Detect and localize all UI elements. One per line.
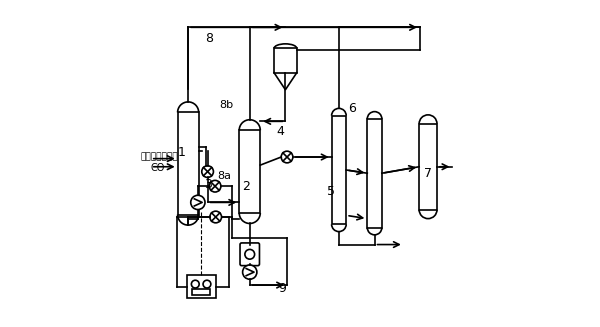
Text: 8a: 8a: [217, 171, 232, 181]
FancyBboxPatch shape: [187, 275, 216, 298]
Text: 3: 3: [203, 178, 212, 191]
FancyBboxPatch shape: [178, 112, 199, 215]
Bar: [192, 289, 210, 295]
Text: 4: 4: [277, 125, 284, 138]
Text: 5: 5: [327, 184, 335, 198]
Text: CO: CO: [151, 164, 165, 173]
Text: 6: 6: [348, 102, 356, 115]
Circle shape: [242, 265, 257, 279]
Text: 1: 1: [178, 146, 185, 159]
Circle shape: [209, 181, 221, 192]
Circle shape: [202, 166, 214, 178]
Text: 9: 9: [278, 282, 286, 295]
Circle shape: [281, 151, 293, 163]
Circle shape: [203, 280, 211, 288]
FancyBboxPatch shape: [240, 243, 259, 266]
Text: 8: 8: [205, 32, 213, 45]
Text: 7: 7: [424, 167, 432, 180]
FancyBboxPatch shape: [239, 130, 260, 213]
Circle shape: [191, 195, 205, 210]
Circle shape: [210, 211, 221, 223]
Text: 甲醇、醉酸甲酯: 甲醇、醉酸甲酯: [140, 152, 178, 162]
Text: 2: 2: [242, 180, 250, 193]
FancyBboxPatch shape: [332, 116, 346, 224]
Circle shape: [191, 280, 199, 288]
FancyBboxPatch shape: [419, 124, 437, 210]
FancyBboxPatch shape: [367, 119, 382, 228]
Circle shape: [245, 250, 254, 259]
Text: 8b: 8b: [219, 100, 233, 110]
Bar: [274, 48, 297, 73]
